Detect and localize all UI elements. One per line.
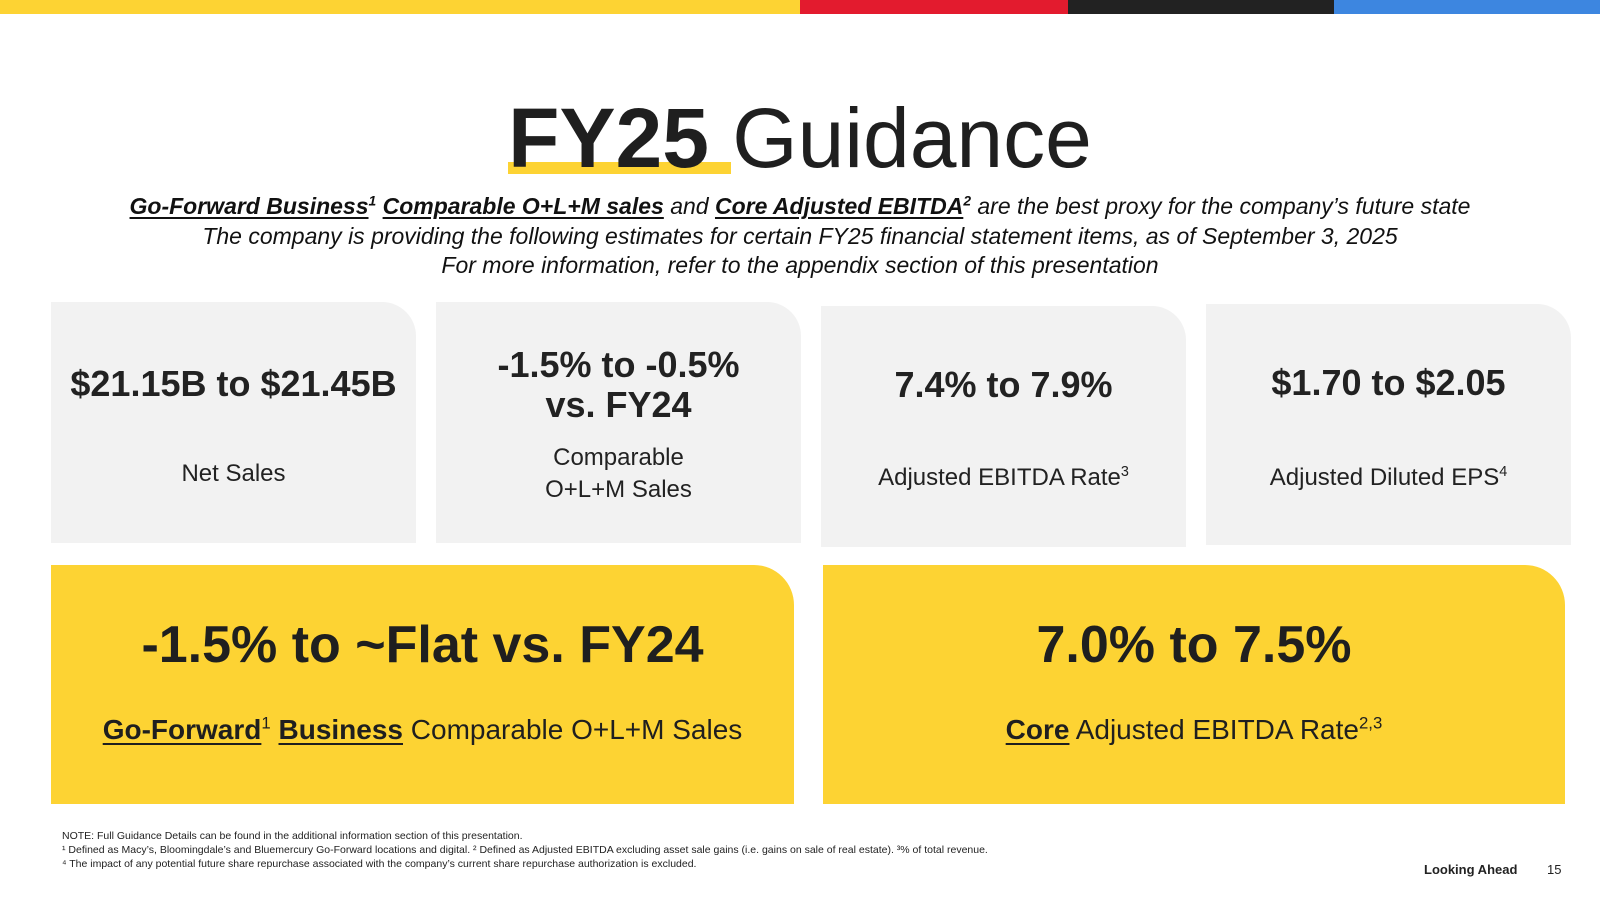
eps-card: $1.70 to $2.05 Adjusted Diluted EPS4 [1206, 304, 1571, 545]
note-line-1: NOTE: Full Guidance Details can be found… [62, 830, 523, 842]
core-ebitda-label-rest: Adjusted EBITDA Rate [1075, 714, 1359, 745]
subtitle-rest: are the best proxy for the company’s fut… [977, 193, 1471, 219]
go-forward-label-bold-1: Go-Forward [102, 714, 262, 745]
ebitda-rate-value: 7.4% to 7.9% [894, 364, 1113, 405]
eps-sup: 4 [1499, 464, 1508, 480]
subtitle-go-forward: Go-Forward Business [129, 193, 369, 219]
core-ebitda-label: Core Adjusted EBITDA Rate2,3 [823, 713, 1565, 747]
eps-label-text: Adjusted Diluted EPS [1269, 464, 1500, 491]
page-number: 15 [1547, 862, 1562, 877]
title-rest: Guidance [732, 91, 1092, 185]
go-forward-label-rest: Comparable O+L+M Sales [410, 714, 743, 745]
comparable-sales-value-line-2: vs. FY24 [545, 384, 692, 425]
comparable-sales-value-line-1: -1.5% to -0.5% [497, 344, 740, 385]
core-ebitda-label-bold: Core [1005, 714, 1070, 745]
page-title: FY25 Guidance [0, 88, 1600, 188]
go-forward-sales-value: -1.5% to ~Flat vs. FY24 [141, 616, 704, 674]
note-line-2: ¹ Defined as Macy’s, Bloomingdale’s and … [62, 844, 988, 856]
ebitda-rate-label-text: Adjusted EBITDA Rate [878, 464, 1121, 491]
eps-label: Adjusted Diluted EPS4 [1206, 462, 1571, 494]
go-forward-sup: 1 [261, 713, 271, 733]
go-forward-label-bold-2: Business [278, 714, 404, 745]
footer-section: Looking Ahead [1424, 862, 1518, 877]
subtitle-comparable-sales: Comparable O+L+M sales [382, 193, 664, 219]
go-forward-sales-label: Go-Forward1 Business Comparable O+L+M Sa… [51, 713, 794, 747]
subtitle-and: and [670, 193, 709, 219]
title-highlight: FY25 [508, 88, 731, 188]
ebitda-rate-sup: 3 [1120, 464, 1129, 480]
ebitda-rate-card: 7.4% to 7.9% Adjusted EBITDA Rate3 [821, 306, 1186, 547]
note-line-3: ⁴ The impact of any potential future sha… [62, 858, 697, 870]
ebitda-rate-label: Adjusted EBITDA Rate3 [821, 462, 1186, 494]
net-sales-label: Net Sales [181, 460, 286, 487]
net-sales-card: $21.15B to $21.45B Net Sales [51, 302, 416, 543]
subtitle-line-3: For more information, refer to the appen… [441, 252, 1159, 278]
net-sales-value: $21.15B to $21.45B [70, 363, 397, 404]
subtitle-line-1: Go-Forward Business1 Comparable O+L+M sa… [0, 192, 1600, 220]
eps-value: $1.70 to $2.05 [1271, 362, 1506, 403]
top-bar-red [800, 0, 1068, 14]
top-bar-yellow [0, 0, 800, 14]
top-bar-black [1068, 0, 1334, 14]
core-ebitda-card: 7.0% to 7.5% Core Adjusted EBITDA Rate2,… [823, 565, 1565, 804]
subtitle-line-2: The company is providing the following e… [202, 223, 1398, 249]
go-forward-sales-card: -1.5% to ~Flat vs. FY24 Go-Forward1 Busi… [51, 565, 794, 804]
comparable-sales-card: -1.5% to -0.5% vs. FY24 Comparable O+L+M… [436, 302, 801, 543]
subtitle-sup-2: 2 [963, 193, 971, 209]
comparable-sales-label-line-2: O+L+M Sales [545, 476, 692, 503]
comparable-sales-label-line-1: Comparable [553, 444, 684, 471]
top-bar-blue [1334, 0, 1600, 14]
core-ebitda-sup: 2,3 [1358, 713, 1383, 733]
subtitle-sup-1: 1 [368, 193, 377, 209]
core-ebitda-value: 7.0% to 7.5% [1036, 616, 1352, 674]
subtitle-core-ebitda: Core Adjusted EBITDA [714, 193, 964, 219]
